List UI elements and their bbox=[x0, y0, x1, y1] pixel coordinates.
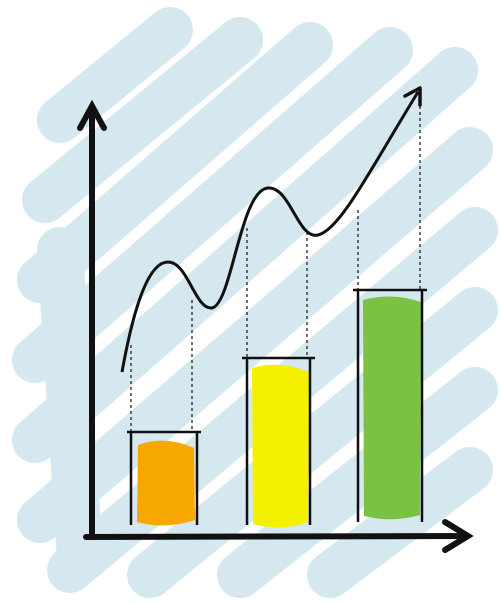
fills bbox=[137, 296, 421, 528]
axes bbox=[77, 99, 474, 553]
curve-arrowhead bbox=[403, 86, 422, 107]
yellow-fill bbox=[252, 364, 309, 528]
green-fill bbox=[363, 296, 421, 520]
dashed-guides bbox=[130, 100, 421, 432]
trend-curve bbox=[120, 91, 420, 373]
containers bbox=[127, 288, 427, 525]
orange-fill bbox=[137, 440, 195, 526]
